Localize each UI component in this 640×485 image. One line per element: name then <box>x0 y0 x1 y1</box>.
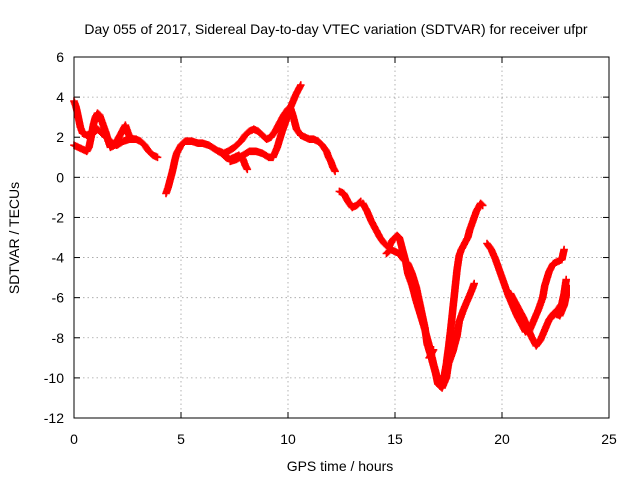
data-point-markers <box>547 281 570 322</box>
y-tick-label: -10 <box>44 370 64 386</box>
y-tick-label: -4 <box>52 250 65 266</box>
x-tick-label: 5 <box>177 431 185 447</box>
data-point-markers <box>226 81 305 166</box>
data-segment <box>335 187 365 212</box>
x-tick-label: 15 <box>387 431 403 447</box>
ticks-layer: 0 5 10 15 20 25 -12 -10 -8 -6 -4 -2 0 2 4 6 <box>44 49 617 447</box>
x-tick-label: 25 <box>601 431 617 447</box>
grid-layer <box>74 57 609 418</box>
data-point-markers <box>382 245 478 392</box>
data-segment <box>547 281 570 322</box>
data-point-markers <box>425 346 438 362</box>
x-tick-label: 10 <box>280 431 296 447</box>
y-tick-label: 4 <box>56 89 64 105</box>
plot-frame <box>73 56 610 419</box>
data-point-markers <box>483 239 568 336</box>
y-tick-label: 2 <box>56 129 64 145</box>
x-axis-label: GPS time / hours <box>287 458 394 474</box>
data-segment <box>382 245 478 392</box>
data-segment <box>226 81 305 166</box>
data-point-markers <box>335 187 365 212</box>
data-segment <box>425 346 438 362</box>
y-axis-label: SDTVAR / TECUs <box>6 182 22 294</box>
data-segment <box>483 239 568 336</box>
y-tick-label: -12 <box>44 410 64 426</box>
y-tick-label: -2 <box>52 209 65 225</box>
x-tick-label: 20 <box>494 431 510 447</box>
chart-title: Day 055 of 2017, Sidereal Day-to-day VTE… <box>84 21 588 37</box>
x-tick-label: 0 <box>70 431 78 447</box>
y-tick-label: 0 <box>56 169 64 185</box>
data-layer <box>70 81 570 392</box>
y-tick-label: -6 <box>52 290 65 306</box>
y-tick-label: 6 <box>56 49 64 65</box>
y-tick-label: -8 <box>52 330 65 346</box>
